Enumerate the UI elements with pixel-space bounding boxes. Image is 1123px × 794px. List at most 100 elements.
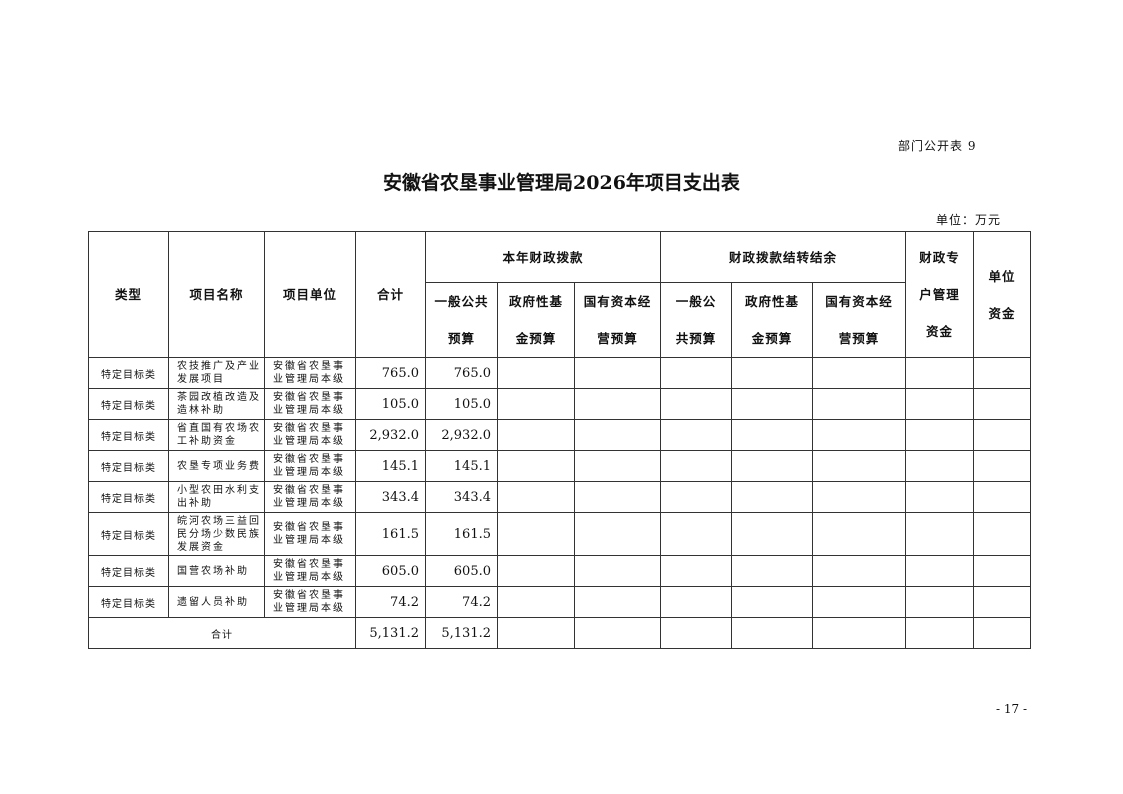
row-project-name: 省直国有农场农工补助资金: [168, 419, 265, 451]
row-type: 特定目标类: [88, 555, 169, 587]
empty-cell: [905, 450, 974, 482]
empty-cell: [497, 357, 575, 389]
header-type: 类型: [88, 231, 169, 358]
empty-cell: [574, 512, 661, 556]
row-type: 特定目标类: [88, 388, 169, 420]
empty-cell: [497, 617, 575, 649]
empty-cell: [574, 419, 661, 451]
empty-cell: [574, 555, 661, 587]
header-unit: 项目单位: [264, 231, 356, 358]
empty-cell: [905, 617, 974, 649]
header-g1-state: 国有资本经营预算: [574, 282, 661, 358]
row-project-unit: 安徽省农垦事业管理局本级: [264, 450, 356, 482]
header-g2-general: 一般公共预算: [660, 282, 732, 358]
table-row: 特定目标类 遗留人员补助 安徽省农垦事业管理局本级 74.2 74.2: [88, 586, 1031, 618]
empty-cell: [973, 555, 1031, 587]
empty-cell: [973, 357, 1031, 389]
row-total: 74.2: [355, 586, 426, 618]
empty-cell: [731, 617, 813, 649]
row-type: 特定目标类: [88, 481, 169, 513]
row-total: 765.0: [355, 357, 426, 389]
table-row: 特定目标类 农技推广及产业发展项目 安徽省农垦事业管理局本级 765.0 765.0: [88, 357, 1031, 389]
empty-cell: [574, 388, 661, 420]
empty-cell: [497, 586, 575, 618]
sum-total: 5,131.2: [355, 617, 426, 649]
table-row: 特定目标类 皖河农场三益回民分场少数民族发展资金 安徽省农垦事业管理局本级 161.5…: [88, 512, 1031, 556]
row-type: 特定目标类: [88, 586, 169, 618]
empty-cell: [660, 450, 732, 482]
empty-cell: [731, 388, 813, 420]
row-project-name: 国营农场补助: [168, 555, 265, 587]
empty-cell: [731, 512, 813, 556]
header-name: 项目名称: [168, 231, 265, 358]
empty-cell: [812, 388, 906, 420]
empty-cell: [731, 481, 813, 513]
sum-general-budget: 5,131.2: [425, 617, 498, 649]
empty-cell: [497, 512, 575, 556]
row-general-budget: 105.0: [425, 388, 498, 420]
empty-cell: [973, 512, 1031, 556]
row-project-unit: 安徽省农垦事业管理局本级: [264, 388, 356, 420]
empty-cell: [731, 357, 813, 389]
empty-cell: [973, 388, 1031, 420]
empty-cell: [574, 481, 661, 513]
row-project-unit: 安徽省农垦事业管理局本级: [264, 419, 356, 451]
header-own-funds: 单位资金: [973, 231, 1031, 358]
empty-cell: [574, 617, 661, 649]
table-row: 特定目标类 农垦专项业务费 安徽省农垦事业管理局本级 145.1 145.1: [88, 450, 1031, 482]
empty-cell: [497, 419, 575, 451]
empty-cell: [973, 586, 1031, 618]
header-carryover: 财政拨款结转结余: [660, 231, 906, 283]
empty-cell: [812, 357, 906, 389]
row-project-unit: 安徽省农垦事业管理局本级: [264, 512, 356, 556]
row-general-budget: 161.5: [425, 512, 498, 556]
row-total: 105.0: [355, 388, 426, 420]
row-project-unit: 安徽省农垦事业管理局本级: [264, 586, 356, 618]
empty-cell: [905, 586, 974, 618]
row-total: 605.0: [355, 555, 426, 587]
row-type: 特定目标类: [88, 512, 169, 556]
row-project-unit: 安徽省农垦事业管理局本级: [264, 555, 356, 587]
empty-cell: [973, 450, 1031, 482]
empty-cell: [497, 555, 575, 587]
empty-cell: [497, 450, 575, 482]
header-g2-fund: 政府性基金预算: [731, 282, 813, 358]
header-special-account: 财政专户管理资金: [905, 231, 974, 358]
empty-cell: [731, 555, 813, 587]
empty-cell: [731, 450, 813, 482]
row-total: 145.1: [355, 450, 426, 482]
project-expenditure-table: 类型 项目名称 项目单位 合计 本年财政拨款 财政拨款结转结余 财政专户管理资金…: [88, 231, 1031, 649]
row-general-budget: 74.2: [425, 586, 498, 618]
row-general-budget: 145.1: [425, 450, 498, 482]
page-title: 安徽省农垦事业管理局2026年项目支出表: [383, 172, 740, 194]
empty-cell: [497, 481, 575, 513]
empty-cell: [497, 388, 575, 420]
empty-cell: [660, 586, 732, 618]
row-total: 343.4: [355, 481, 426, 513]
row-project-name: 皖河农场三益回民分场少数民族发展资金: [168, 512, 265, 556]
empty-cell: [905, 388, 974, 420]
row-type: 特定目标类: [88, 419, 169, 451]
empty-cell: [905, 357, 974, 389]
empty-cell: [812, 586, 906, 618]
row-project-name: 遗留人员补助: [168, 586, 265, 618]
empty-cell: [812, 617, 906, 649]
unit-label: 单位：万元: [936, 213, 1002, 227]
empty-cell: [905, 481, 974, 513]
row-project-name: 茶园改植改造及造林补助: [168, 388, 265, 420]
sum-row: 合计 5,131.2 5,131.2: [88, 617, 1031, 649]
row-total: 161.5: [355, 512, 426, 556]
header-total: 合计: [355, 231, 426, 358]
table-row: 特定目标类 省直国有农场农工补助资金 安徽省农垦事业管理局本级 2,932.0 2,93…: [88, 419, 1031, 451]
empty-cell: [812, 512, 906, 556]
row-general-budget: 343.4: [425, 481, 498, 513]
row-project-unit: 安徽省农垦事业管理局本级: [264, 357, 356, 389]
empty-cell: [660, 481, 732, 513]
empty-cell: [731, 586, 813, 618]
row-project-unit: 安徽省农垦事业管理局本级: [264, 481, 356, 513]
row-type: 特定目标类: [88, 357, 169, 389]
empty-cell: [973, 481, 1031, 513]
empty-cell: [574, 357, 661, 389]
header-g2-state: 国有资本经营预算: [812, 282, 906, 358]
empty-cell: [973, 617, 1031, 649]
